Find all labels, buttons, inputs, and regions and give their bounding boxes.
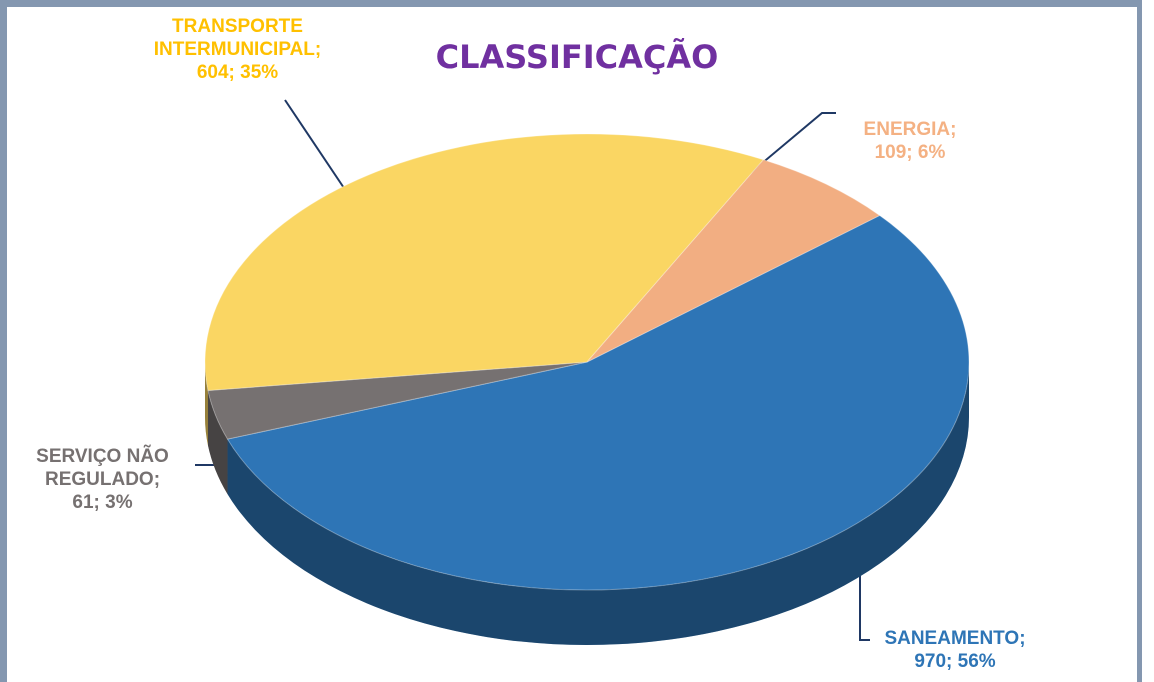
data-label: SERVIÇO NÃO REGULADO; 61; 3% xyxy=(10,445,195,514)
data-label: ENERGIA; 109; 6% xyxy=(820,118,1000,164)
slice-side xyxy=(227,362,970,645)
label-value: 61; 3% xyxy=(72,492,133,513)
label-category: SANEAMENTO; xyxy=(884,628,1026,649)
slice xyxy=(226,214,970,591)
chart-title: CLASSIFICAÇÃO xyxy=(435,38,719,76)
label-value: 604; 35% xyxy=(196,62,279,83)
leader-line xyxy=(284,99,351,198)
label-category: TRANSPORTE INTERMUNICIPAL; xyxy=(153,16,322,60)
leader-line xyxy=(741,112,836,181)
slice-side-shade xyxy=(205,362,208,446)
slice-side xyxy=(205,362,208,446)
slice xyxy=(586,159,881,363)
data-label: TRANSPORTE INTERMUNICIPAL; 604; 35% xyxy=(105,15,370,84)
slice-side-shade xyxy=(207,390,228,495)
slice xyxy=(204,133,765,392)
leader-line xyxy=(859,548,870,641)
label-value: 109; 6% xyxy=(874,142,946,163)
slice-side-shade xyxy=(227,362,970,645)
slice xyxy=(207,361,588,440)
label-category: SERVIÇO NÃO REGULADO; xyxy=(36,446,169,490)
label-value: 970; 56% xyxy=(914,651,996,672)
data-label: SANEAMENTO; 970; 56% xyxy=(840,627,1070,673)
slice-side xyxy=(207,390,228,495)
label-category: ENERGIA; xyxy=(863,119,957,140)
